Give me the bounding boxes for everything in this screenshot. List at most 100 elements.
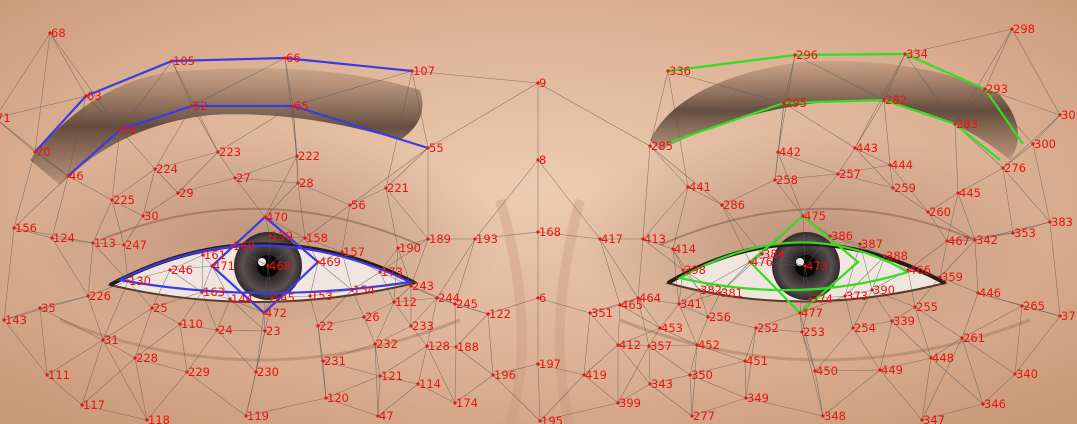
landmark-point-243 [409,284,413,288]
mesh-edge [884,255,909,271]
mesh-edge [719,261,751,294]
landmark-point-387 [858,242,862,246]
mesh-edge [844,295,854,329]
landmark-label-118: 118 [148,413,170,424]
landmark-label-477: 477 [801,306,823,320]
landmark-point-473 [803,264,807,268]
landmark-label-472: 472 [265,306,287,320]
mesh-edge [844,255,886,297]
left-eyebrow [650,60,1018,161]
landmark-label-451: 451 [746,354,768,368]
landmark-label-464: 464 [639,291,661,305]
mesh-edge [907,240,948,271]
mesh-edge [154,168,179,194]
landmark-point-113 [91,241,95,245]
mesh-edge [984,88,1034,145]
mesh-edge [804,235,831,267]
mesh-edge [801,331,816,372]
landmark-label-23: 23 [266,324,281,338]
left-eyelid-crease [659,207,976,246]
landmark-label-232: 232 [376,337,398,351]
mesh-edge [119,129,156,170]
mesh-edge [123,244,129,282]
mesh-edge [961,305,1023,339]
mesh-edge [689,360,746,376]
landmark-point-467 [945,239,949,243]
mesh-edge [146,371,188,421]
mesh-edge [231,245,269,267]
landmark-point-153 [308,294,312,298]
landmark-label-30: 30 [1061,108,1076,122]
landmark-point-283 [953,122,957,126]
landmark-label-117: 117 [83,398,105,412]
landmark-point-286 [720,203,724,207]
mesh-edge [619,304,661,329]
mesh-edge [755,327,803,333]
landmark-label-157: 157 [343,245,365,259]
landmark-point-173 [378,270,382,274]
mesh-edge [974,239,979,294]
landmark-label-197: 197 [539,357,561,371]
landmark-point-197 [536,362,540,366]
landmark-label-373: 373 [846,289,868,303]
mesh-edge [3,319,48,376]
landmark-point-105 [170,59,174,63]
landmark-label-195: 195 [541,414,563,424]
landmark-point-120 [324,396,328,400]
mesh-edge [537,363,585,376]
landmark-point-450 [813,369,817,373]
landmark-point-451 [743,359,747,363]
landmark-point-28 [296,181,300,185]
landmark-point-277 [690,414,694,418]
landmark-point-161 [201,253,205,257]
landmark-point-112 [392,300,396,304]
mesh-edge [426,345,456,404]
mesh-edge [852,320,893,329]
landmark-label-244: 244 [438,291,460,305]
landmark-label-374: 374 [811,292,833,306]
mesh-edge [49,32,121,131]
landmark-point-442 [776,150,780,154]
mesh-edge [698,289,721,294]
landmark-label-398: 398 [684,263,706,277]
landmark-point-56 [348,203,352,207]
mesh-edge [637,297,650,347]
landmark-label-442: 442 [779,145,801,159]
mesh-edge [169,265,213,271]
mesh-edge [649,374,691,385]
mesh-edge [649,145,723,206]
mesh-edge [691,397,747,417]
mesh-edge [411,70,429,149]
mesh-edge [264,297,273,332]
mesh-edge [696,316,709,346]
mesh-edge [801,331,824,417]
mesh-edge [87,242,94,297]
landmark-label-465: 465 [621,298,643,312]
mesh-edge [829,235,861,245]
landmark-point-128 [425,344,429,348]
landmark-point-9 [536,81,540,85]
mesh-edge [234,177,266,218]
landmark-point-465 [618,303,622,307]
mesh-edge [844,289,873,297]
mesh-edge [201,265,213,293]
landmark-point-347 [920,418,924,422]
landmark-label-276: 276 [1004,161,1026,175]
landmark-label-414: 414 [674,242,696,256]
landmark-point-334 [903,52,907,56]
mesh-edge [583,312,591,376]
mesh-edge [617,344,650,347]
mesh-edge [879,320,893,371]
mesh-edge [883,53,906,101]
mesh-edge [51,237,89,297]
mesh-edge [689,374,747,399]
landmark-label-255: 255 [916,300,938,314]
landmark-label-448: 448 [932,351,954,365]
mesh-edge [844,243,861,297]
mesh-edge [231,235,271,247]
mesh-edge [755,312,801,329]
landmark-point-222 [295,154,299,158]
mesh-edge [539,402,619,422]
mesh-edge [374,343,381,377]
